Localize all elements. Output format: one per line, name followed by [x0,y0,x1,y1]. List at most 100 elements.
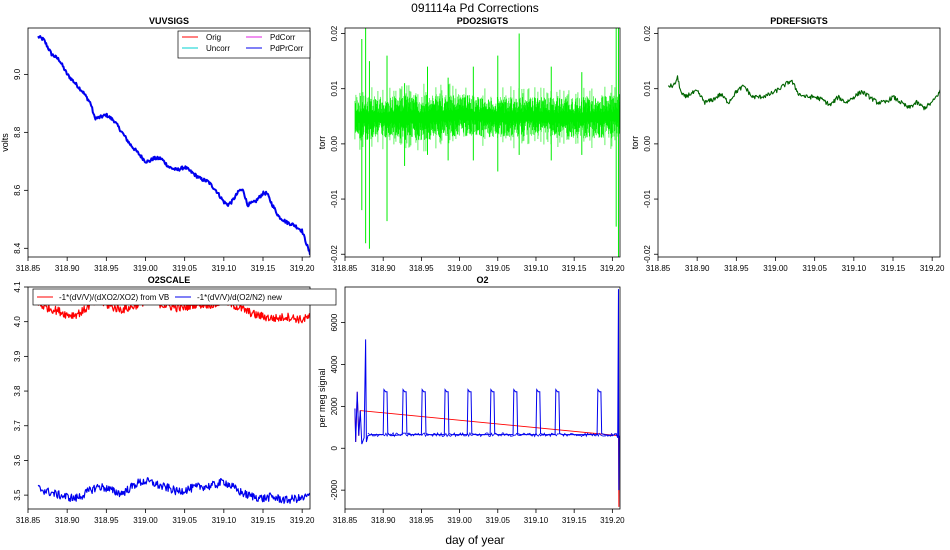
x-tick-label: 319.20 [290,516,315,525]
x-tick-label: 318.95 [409,264,434,273]
x-tick-label: 319.10 [212,264,237,273]
x-tick-label: 318.95 [94,264,119,273]
y-tick-label: 3.7 [13,420,22,432]
x-tick-label: 318.85 [646,264,671,273]
y-axis-label-o2: per meg signal [317,368,327,427]
y-tick-label: -0.02 [330,245,339,264]
x-tick-label: 319.10 [842,264,867,273]
y-tick-label: 0.02 [643,25,652,41]
x-tick-label: 319.10 [524,516,549,525]
y-tick-label: 9.0 [13,68,22,80]
x-tick-label: 319.00 [447,264,472,273]
x-tick-label: 319.05 [802,264,827,273]
plot-area-pdrefsigts [668,75,940,111]
panel-title-o2: O2 [476,275,488,285]
x-tick-label: 319.15 [251,516,276,525]
panel-title-vuvsigs: VUVSIGS [149,16,189,26]
y-tick-label: 3.5 [13,489,22,501]
y-tick-label: 4000 [330,355,339,373]
x-tick-label: 319.05 [486,516,511,525]
y-tick-label: 4.0 [13,316,22,328]
y-tick-label: 8.4 [13,242,22,254]
o2-baseline-noise [367,431,616,438]
legend-entry: PdPrCorr [270,44,304,53]
y-tick-label: 0.02 [330,25,339,41]
y-tick-label: -0.01 [643,189,652,208]
series-line-o2scale-0 [37,296,310,324]
x-tick-label: 318.85 [16,264,41,273]
x-tick-label: 319.15 [562,264,587,273]
series-line-pdrefsigts-0 [668,75,940,111]
series-line-o2scale-1 [37,477,310,504]
legend-entry: -1*(dV/V)/d(O2/N2) new [197,293,282,302]
y-tick-label: 0.00 [643,136,652,152]
plot-area-o2 [354,289,620,507]
panel-frame-pdo2sigts [344,27,621,258]
x-tick-label: 318.90 [55,264,80,273]
x-tick-label: 318.95 [94,516,119,525]
o2-series-red [354,391,620,507]
y-axis-label-pdo2sigts: torr [317,136,327,150]
y-tick-label: 3.9 [13,350,22,362]
x-tick-label: 318.90 [371,516,396,525]
panel-pdo2sigts: PDO2SIGTS torr 318.85 318.90 318.95 319.00 319… [317,16,625,273]
legend-box-vuvsigs [177,30,311,59]
panel-frame-pdrefsigts [657,27,941,258]
legend-entry: Uncorr [206,44,230,53]
y-tick-label: -0.01 [330,189,339,208]
x-tick-label: 319.20 [290,264,315,273]
y-tick-label: -2000 [330,479,339,500]
plot-area-pdo2sigts [354,28,620,257]
y-tick-label: 3.6 [13,454,22,466]
x-tick-label: 318.90 [685,264,710,273]
x-tick-label: 319.10 [524,264,549,273]
x-tick-label: 319.20 [920,264,945,273]
panel-pdrefsigts: PDREFSIGTS torr 318.85 318.90 318.95 319.00 31… [630,16,945,273]
series-line-vuvsigs-0 [37,35,310,255]
x-tick-label: 319.05 [172,516,197,525]
y-axis-label-pdrefsigts: torr [630,136,640,150]
o2-series-blue [354,289,620,491]
x-tick-label: 318.95 [724,264,749,273]
panel-o2scale: O2SCALE 318.85 318.90 318.95 319.00 319.05 319… [13,275,337,525]
panel-vuvsigs: VUVSIGS volts 318.85 318.90 318.95 319.00 319.… [0,16,315,273]
panel-title-o2scale: O2SCALE [148,275,191,285]
y-axis-label-vuvsigs: volts [0,133,10,152]
legend-entry: PdCorr [270,33,296,42]
x-tick-label: 319.00 [447,516,472,525]
plot-area-o2scale [37,296,310,504]
panel-o2: O2 per meg signal 318.85 318.90 318.95 319.00… [317,275,625,525]
x-tick-label: 319.00 [133,264,158,273]
x-tick-label: 319.15 [251,264,276,273]
x-axis-label: day of year [445,533,504,547]
x-tick-label: 318.90 [371,264,396,273]
y-tick-label: 0.01 [643,80,652,96]
panels: VUVSIGS volts 318.85 318.90 318.95 319.00 319.… [0,16,945,525]
x-tick-label: 318.85 [333,264,358,273]
y-tick-label: -0.02 [643,245,652,264]
panel-frame-o2scale [27,286,311,510]
x-tick-label: 319.00 [133,516,158,525]
x-tick-label: 318.85 [16,516,41,525]
y-tick-label: 8.6 [13,184,22,196]
x-tick-label: 319.20 [600,516,625,525]
panel-frame-o2 [344,286,621,510]
x-tick-label: 318.90 [55,516,80,525]
pdo2-signal-band [354,83,620,152]
figure-title: 091114a Pd Corrections [411,1,539,15]
x-tick-label: 319.00 [763,264,788,273]
panel-title-pdrefsigts: PDREFSIGTS [770,16,828,26]
y-tick-label: 0 [330,445,339,450]
x-tick-label: 318.85 [333,516,358,525]
legend-entry: Orig [206,33,221,42]
panel-title-pdo2sigts: PDO2SIGTS [457,16,509,26]
x-tick-label: 319.20 [600,264,625,273]
x-tick-label: 319.10 [212,516,237,525]
y-tick-label: 4.1 [13,281,22,293]
y-tick-label: 8.8 [13,126,22,138]
x-tick-label: 319.15 [562,516,587,525]
x-tick-label: 318.95 [409,516,434,525]
x-tick-label: 319.05 [172,264,197,273]
y-tick-label: 3.8 [13,385,22,397]
